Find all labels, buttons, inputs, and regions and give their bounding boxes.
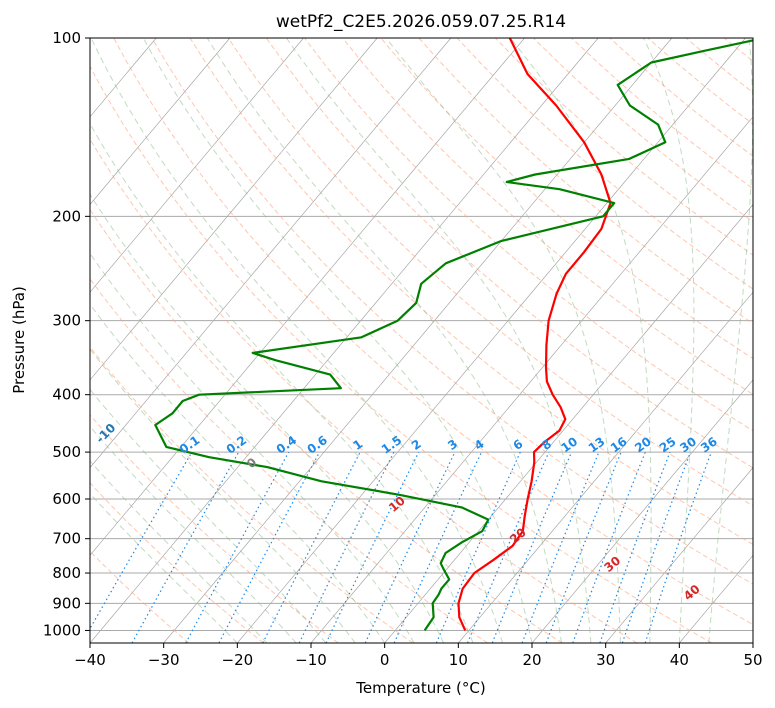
isotherm-line <box>458 291 753 643</box>
y-tick-label: 1000 <box>43 621 81 639</box>
mixing-ratio-line <box>185 451 290 643</box>
moist-adiabat-line <box>90 122 474 643</box>
x-axis-label: Temperature (°C) <box>355 679 485 697</box>
isotherm-line <box>531 379 753 643</box>
dry-adiabat-line <box>227 38 753 507</box>
isotherm-line <box>90 38 304 293</box>
mixing-ratio-line <box>521 451 600 643</box>
moist-adiabat-line <box>90 193 445 643</box>
isotherm-line <box>90 38 452 469</box>
dry-adiabat-line <box>90 208 563 643</box>
moist-adiabat-line <box>643 38 695 643</box>
moist-adiabat-line <box>90 388 327 643</box>
x-tick-label: −20 <box>222 651 254 669</box>
x-tick-label: 10 <box>449 651 468 669</box>
y-tick-label: 700 <box>52 530 81 548</box>
moist-adiabat-line <box>90 303 386 643</box>
x-tick-label: 50 <box>743 651 762 669</box>
y-tick-label: 400 <box>52 386 81 404</box>
chart-title: wetPf2_C2E5.2026.059.07.25.R14 <box>276 12 566 32</box>
moist-adiabat-line <box>509 38 652 643</box>
mixing-ratio-line <box>572 451 646 643</box>
dry-adiabat-line <box>90 277 488 643</box>
mixing-ratio-line <box>364 451 456 643</box>
mixing-ratio-line <box>545 451 622 643</box>
moist-adiabat-line <box>90 348 356 643</box>
mixing-ratio-line <box>393 451 483 643</box>
dry-adiabat-line <box>90 482 264 643</box>
isotherm-line <box>237 38 746 643</box>
moist-adiabat-line <box>142 38 533 643</box>
x-axis: −40 −30 −20 −10 0 10 20 30 40 50 <box>74 643 763 669</box>
y-tick-label: 200 <box>52 207 81 225</box>
x-tick-label: 30 <box>596 651 615 669</box>
y-axis-label: Pressure (hPa) <box>10 286 28 394</box>
y-tick-label: 800 <box>52 564 81 582</box>
x-tick-label: −30 <box>148 651 180 669</box>
dry-adiabat-line <box>189 38 753 546</box>
dry-adiabat-line <box>304 38 753 432</box>
x-tick-label: −40 <box>74 651 106 669</box>
moist-adiabat-line <box>90 252 415 643</box>
plot-frame <box>89 37 754 644</box>
isotherm-line <box>163 38 673 643</box>
dry-adiabat-line <box>90 138 638 643</box>
y-tick-label: 900 <box>52 594 81 612</box>
dry-adiabat-line <box>342 38 753 395</box>
mixing-ratio-line <box>218 451 321 643</box>
y-axis: 100 200 300 400 500 600 700 800 900 1000 <box>43 29 90 639</box>
y-tick-label: 300 <box>52 312 81 330</box>
moist-adiabat-line <box>206 38 562 643</box>
dewpoint-profile-line <box>154 39 753 632</box>
y-tick-label: 600 <box>52 490 81 508</box>
isotherm-line <box>90 38 378 381</box>
mixing-ratio-line <box>325 451 420 643</box>
x-tick-label: 40 <box>670 651 689 669</box>
dry-adiabat-line <box>456 38 753 290</box>
y-tick-label: 100 <box>52 29 81 47</box>
profile-series <box>154 38 753 632</box>
x-tick-label: 20 <box>522 651 541 669</box>
isotherm-line <box>90 38 231 205</box>
isotherm-line <box>605 467 753 643</box>
y-tick-label: 500 <box>52 443 81 461</box>
dry-adiabat-line <box>151 38 753 585</box>
x-tick-label: 0 <box>380 651 390 669</box>
mixing-ratio-line <box>298 451 395 643</box>
dry-adiabat-line <box>90 414 339 643</box>
moist-adiabat-line <box>708 38 753 643</box>
temperature-profile-line <box>457 38 612 631</box>
x-tick-label: −10 <box>295 651 327 669</box>
isotherm-line <box>90 38 525 556</box>
mixing-ratio-line <box>644 451 712 643</box>
dry-adiabat-line <box>90 65 712 643</box>
isotherm-line <box>384 204 753 643</box>
moist-adiabat-line <box>286 38 592 643</box>
moist-adiabat-line <box>385 38 621 643</box>
mixing-ratio-line <box>90 451 193 630</box>
moist-adiabat-line <box>90 38 503 643</box>
